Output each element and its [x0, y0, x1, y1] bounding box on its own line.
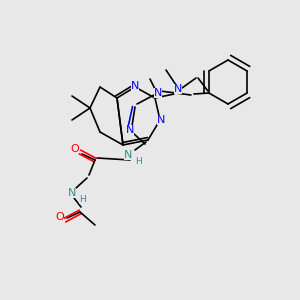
Text: O: O	[56, 212, 64, 222]
Text: O: O	[70, 144, 80, 154]
Text: N: N	[124, 150, 132, 160]
Text: N: N	[126, 125, 134, 135]
Text: N: N	[174, 84, 182, 94]
Text: N: N	[157, 115, 165, 125]
Text: N: N	[131, 81, 139, 91]
Text: H: H	[135, 157, 141, 166]
Text: N: N	[154, 88, 162, 98]
Text: N: N	[68, 188, 76, 198]
Text: H: H	[79, 194, 86, 203]
